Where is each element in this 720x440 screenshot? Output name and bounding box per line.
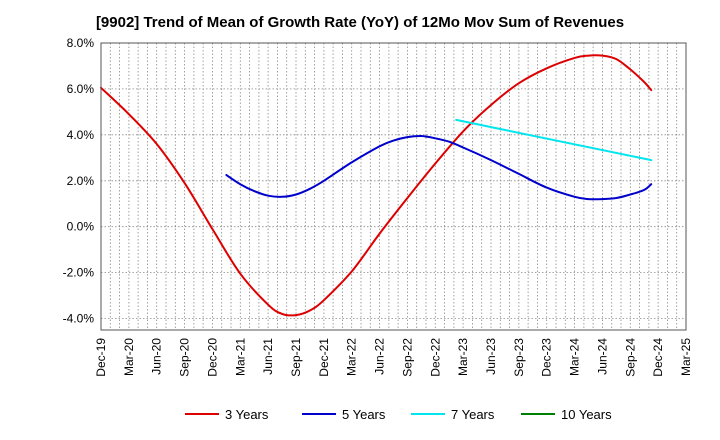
y-tick-label: 8.0%	[67, 36, 95, 50]
x-tick-label: Jun-23	[484, 338, 498, 375]
legend-label: 10 Years	[561, 407, 612, 422]
x-tick-label: Mar-21	[233, 338, 247, 376]
y-axis-tick-labels: -4.0% -2.0% 0.0% 2.0% 4.0% 6.0% 8.0%	[63, 36, 95, 326]
x-tick-label: Sep-20	[178, 338, 192, 377]
x-tick-label: Mar-24	[568, 338, 582, 376]
y-tick-label: -2.0%	[63, 266, 95, 280]
x-tick-label: Mar-20	[122, 338, 136, 376]
x-tick-label: Mar-23	[456, 338, 470, 376]
series-line-3-years	[100, 54, 653, 317]
x-axis-tick-labels: Dec-19 Mar-20 Jun-20 Sep-20 Dec-20 Mar-21 Jun-…	[94, 338, 693, 377]
series-line-5-years	[225, 134, 653, 201]
x-tick-label: Dec-23	[540, 338, 554, 377]
x-tick-label: Jun-24	[595, 338, 609, 375]
x-tick-label: Dec-22	[428, 338, 442, 377]
series-line-7-years	[455, 118, 653, 162]
series-lines	[100, 54, 653, 317]
x-tick-label: Sep-22	[400, 338, 414, 377]
x-tick-label: Dec-19	[94, 338, 108, 377]
x-tick-label: Mar-25	[679, 338, 693, 376]
y-tick-label: -4.0%	[63, 312, 95, 326]
y-tick-label: 2.0%	[67, 174, 95, 188]
x-tick-label: Sep-24	[623, 338, 637, 377]
chart-title: [9902] Trend of Mean of Growth Rate (YoY…	[95, 14, 625, 31]
x-tick-label: Jun-20	[150, 338, 164, 375]
legend-label: 3 Years	[225, 407, 269, 422]
x-tick-label: Jun-22	[373, 338, 387, 375]
y-tick-label: 0.0%	[67, 220, 95, 234]
x-tick-label: Sep-21	[289, 338, 303, 377]
x-tick-label: Dec-21	[317, 338, 331, 377]
x-tick-label: Jun-21	[261, 338, 275, 375]
legend-label: 5 Years	[342, 407, 386, 422]
grid	[101, 42, 686, 330]
x-tick-label: Dec-24	[651, 338, 665, 377]
x-tick-label: Mar-22	[345, 338, 359, 376]
x-tick-label: Sep-23	[512, 338, 526, 377]
y-tick-label: 6.0%	[67, 82, 95, 96]
legend: 3 Years 5 Years 7 Years 10 Years	[185, 407, 612, 422]
plot-frame	[100, 42, 687, 331]
legend-label: 7 Years	[451, 407, 495, 422]
y-tick-label: 4.0%	[67, 128, 95, 142]
x-tick-label: Dec-20	[205, 338, 219, 377]
